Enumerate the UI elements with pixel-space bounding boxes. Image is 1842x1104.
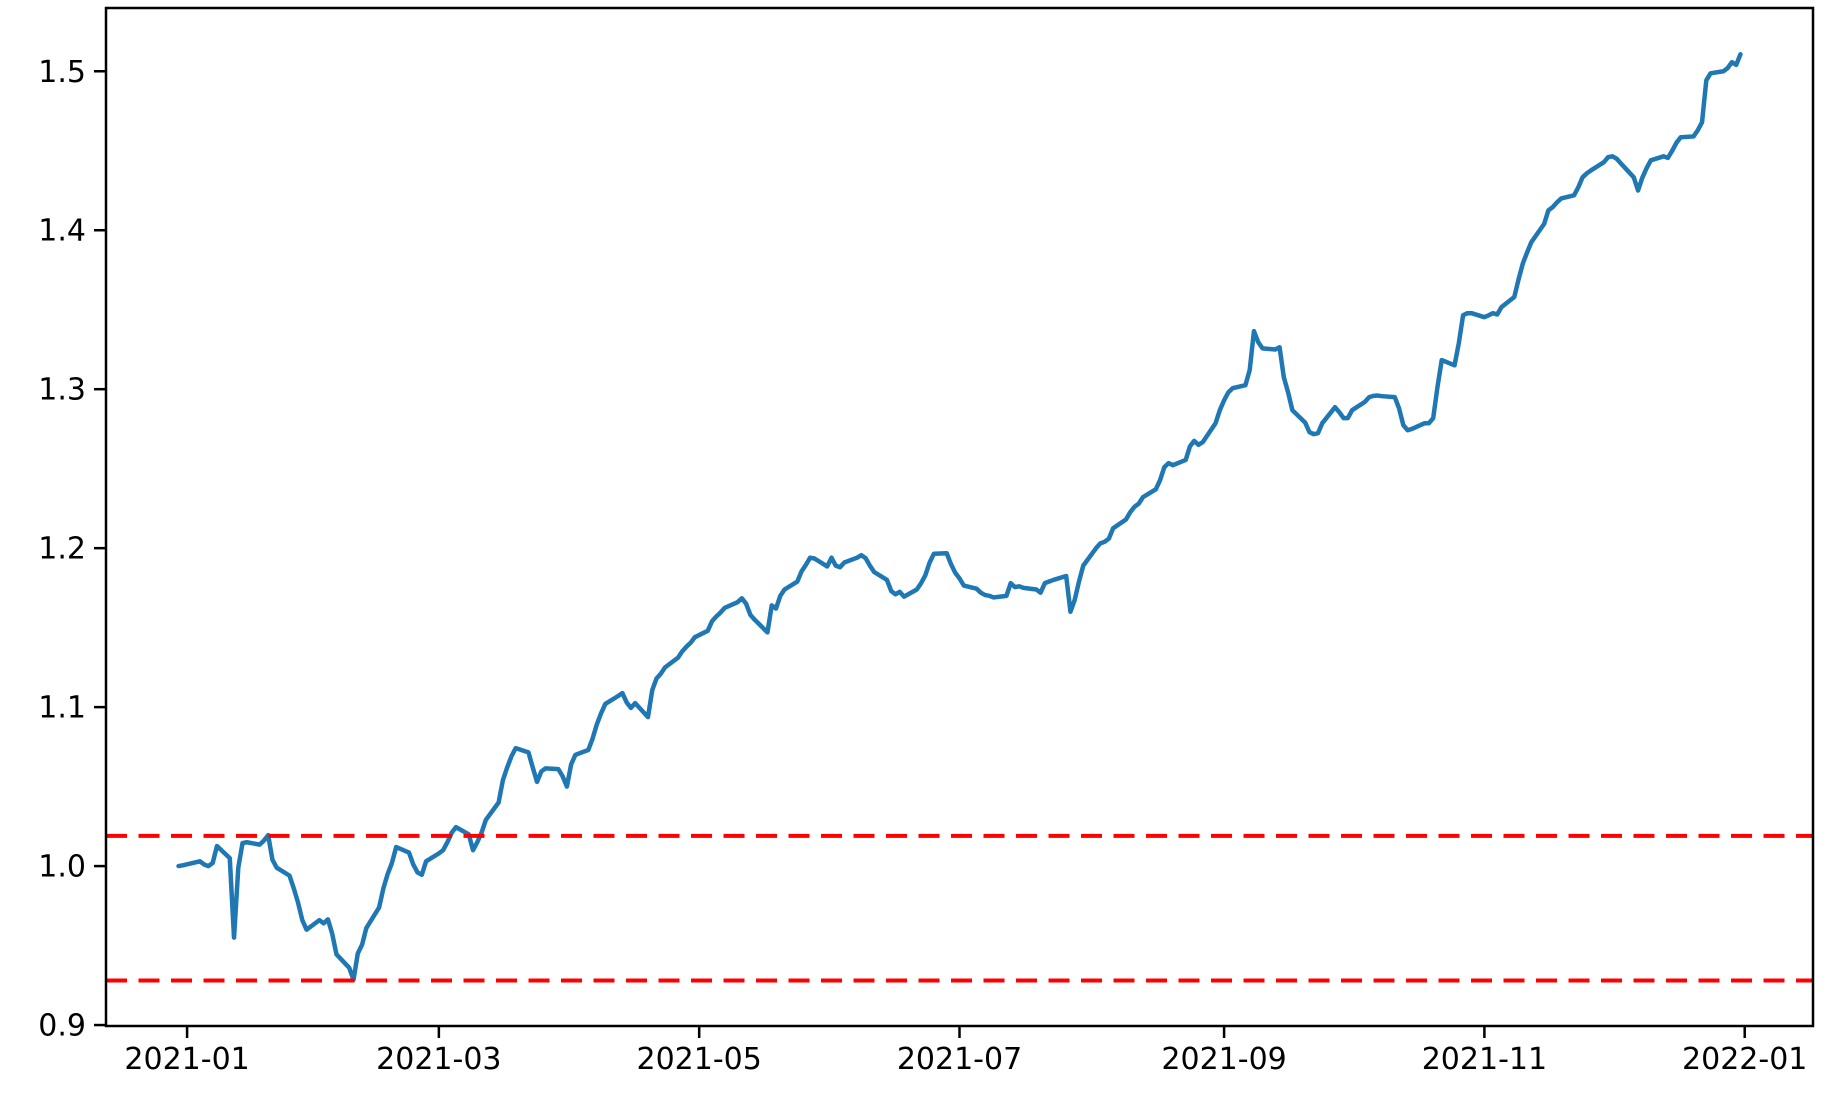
- y-tick-label: 1.1: [38, 691, 86, 726]
- y-tick-label: 1.4: [38, 214, 86, 249]
- x-tick-label: 2022-01: [1682, 1042, 1807, 1077]
- x-tick-label: 2021-11: [1422, 1042, 1547, 1077]
- x-tick-label: 2021-03: [376, 1042, 501, 1077]
- x-tick-label: 2021-09: [1161, 1042, 1286, 1077]
- cumulative-value-line: [176, 52, 1743, 982]
- axes-frame: [104, 6, 1815, 1028]
- plot-area: [106, 8, 1813, 1026]
- y-tick-label: 1.2: [38, 532, 86, 567]
- x-tick-label: 2021-07: [897, 1042, 1022, 1077]
- y-tick-label: 1.0: [38, 850, 86, 885]
- x-tick-label: 2021-05: [637, 1042, 762, 1077]
- x-tick-label: 2021-01: [124, 1042, 249, 1077]
- y-tick-label: 1.5: [38, 55, 86, 90]
- y-tick-label: 0.9: [38, 1009, 86, 1044]
- y-tick-label: 1.3: [38, 373, 86, 408]
